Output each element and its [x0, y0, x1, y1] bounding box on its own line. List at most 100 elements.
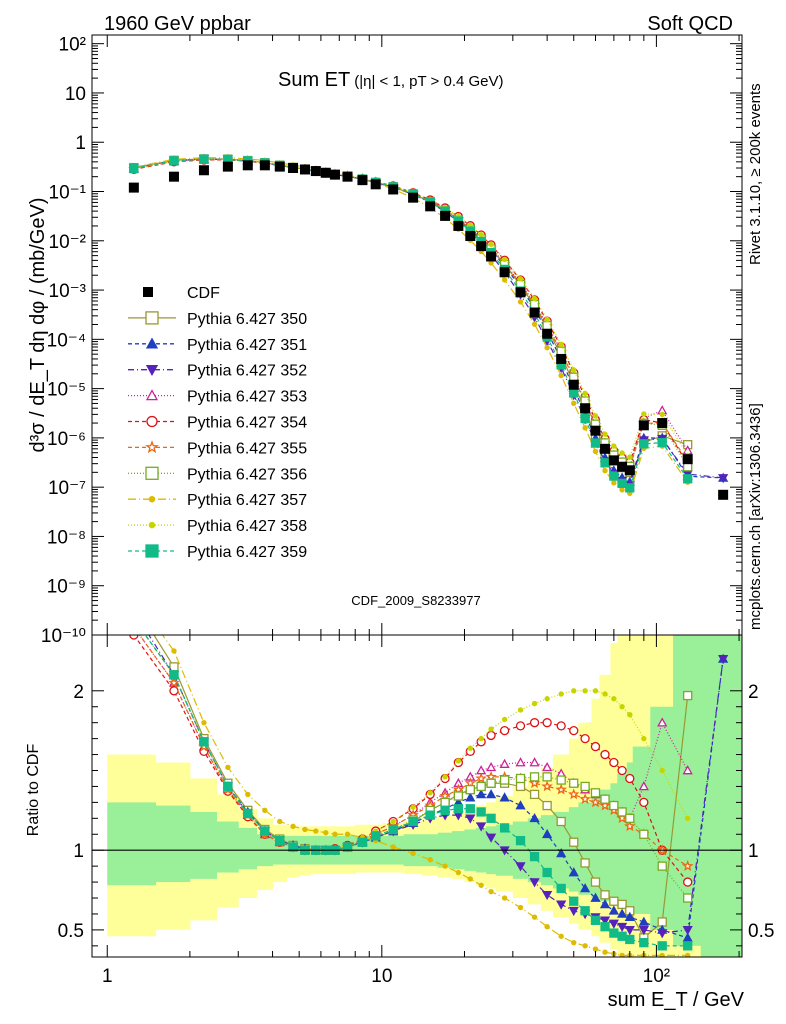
ratio-point: [602, 949, 608, 955]
ratio-point: [440, 805, 450, 815]
ratio-point: [641, 735, 647, 742]
cdf-data-point: [499, 267, 510, 278]
series-point: [558, 341, 564, 348]
ratio-point: [529, 812, 540, 823]
y-tick-label: 10⁻⁸: [47, 527, 86, 548]
stat-uncertainty-band: [189, 811, 218, 879]
ratio-point: [410, 804, 416, 810]
cdf-data-point: [288, 162, 299, 173]
ratio-point: [442, 774, 448, 780]
series-point: [611, 480, 617, 486]
series-point: [529, 299, 540, 310]
ratio-point: [638, 916, 649, 926]
ratio-point: [427, 790, 433, 796]
cdf-data-point: [465, 231, 476, 242]
stat-uncertainty-band: [568, 807, 579, 892]
x-axis-minor-ticks: [106, 35, 740, 635]
cdf-data-point: [453, 220, 464, 231]
ratio-point: [659, 767, 665, 774]
ratio-point: [277, 818, 283, 825]
ratio-point: [478, 882, 484, 888]
ratio-point: [467, 876, 473, 882]
stat-uncertainty-band: [216, 821, 239, 873]
cdf-data-point: [274, 161, 285, 172]
ratio-point: [485, 833, 497, 843]
ratio-point: [410, 850, 416, 857]
ratio-point: [568, 788, 580, 800]
ratio-point: [556, 900, 567, 910]
ratio-point: [556, 816, 566, 827]
ratio-point: [169, 670, 179, 680]
ratio-point: [529, 789, 540, 800]
ratio-point: [323, 829, 329, 836]
ratio-point: [617, 765, 627, 776]
ratio-point: [639, 797, 649, 808]
cdf-data-point: [370, 179, 381, 190]
ratio-point: [499, 792, 510, 802]
cdf-data-point: [259, 160, 270, 171]
legend-label: CDF: [187, 285, 220, 302]
series-line-top: [133, 157, 689, 495]
cdf-data-point: [515, 287, 526, 298]
series-line-top: [133, 158, 689, 468]
series-point: [683, 474, 693, 484]
y-tick-label: 10⁻⁴: [47, 330, 86, 351]
ratio-point: [517, 904, 524, 911]
y-tick-label: 10⁻⁹: [47, 577, 86, 598]
ratio-point: [501, 716, 508, 723]
series-point: [129, 163, 139, 174]
series-point: [627, 454, 633, 460]
ratio-point: [515, 757, 526, 767]
cdf-data-point: [168, 171, 179, 182]
ratio-point: [529, 757, 540, 767]
ratio-point: [571, 939, 577, 946]
ratio-point: [639, 938, 649, 948]
series-point: [592, 448, 599, 455]
stat-uncertainty-band: [155, 805, 191, 883]
series-point: [611, 443, 617, 449]
ratio-point: [609, 928, 619, 938]
ratio-point: [657, 941, 667, 951]
ratio-point: [600, 922, 610, 932]
ratio-point: [558, 691, 564, 697]
ratio-tick-label: 0.5: [58, 921, 84, 942]
ratio-point: [425, 810, 435, 820]
stat-uncertainty-band: [700, 635, 742, 957]
ratio-point: [657, 861, 667, 871]
ratio-point: [529, 718, 540, 728]
ratio-point: [517, 707, 524, 713]
uncertainty-bands: [107, 635, 742, 957]
y-tick-label: 10⁻³: [49, 281, 87, 302]
cdf-data-point: [440, 210, 451, 221]
cdf-data-point: [638, 420, 649, 431]
ratio-point: [544, 696, 550, 702]
x-tick-label: 10²: [643, 966, 670, 987]
ratio-point: [599, 799, 611, 811]
series-point: [600, 458, 610, 468]
ratio-point: [619, 952, 625, 957]
series-point: [199, 154, 209, 164]
ratio-point: [260, 826, 270, 836]
series-point: [619, 487, 625, 493]
x-axis-label: sum E_T / GeV: [608, 989, 745, 1011]
x-tick-label: 10: [371, 966, 392, 987]
ratio-point: [467, 745, 473, 751]
ratio-point: [132, 593, 136, 597]
ratio-point: [529, 851, 540, 862]
stat-uncertainty-band: [578, 802, 592, 895]
ratio-point: [555, 783, 567, 795]
series-point: [569, 388, 579, 398]
cdf-data-point: [600, 443, 611, 454]
legend-marker: [148, 521, 156, 529]
ratio-point: [608, 905, 619, 915]
ratio-point: [529, 878, 540, 888]
ratio-point: [579, 793, 591, 805]
legend-marker: [145, 544, 159, 558]
ratio-point: [657, 929, 668, 939]
main-panel: 10⁻¹⁰ 10⁻⁹ 10⁻⁸ 10⁻⁷ 10⁻⁶ 10⁻⁵ 10⁻⁴ 10⁻³ 10⁻² 10⁻…: [27, 34, 743, 647]
ratio-point: [625, 813, 635, 823]
series-point: [571, 400, 577, 406]
y-tick-label: 10⁻⁵: [47, 380, 86, 401]
ratio-point: [638, 781, 649, 791]
ratio-point: [313, 828, 319, 834]
